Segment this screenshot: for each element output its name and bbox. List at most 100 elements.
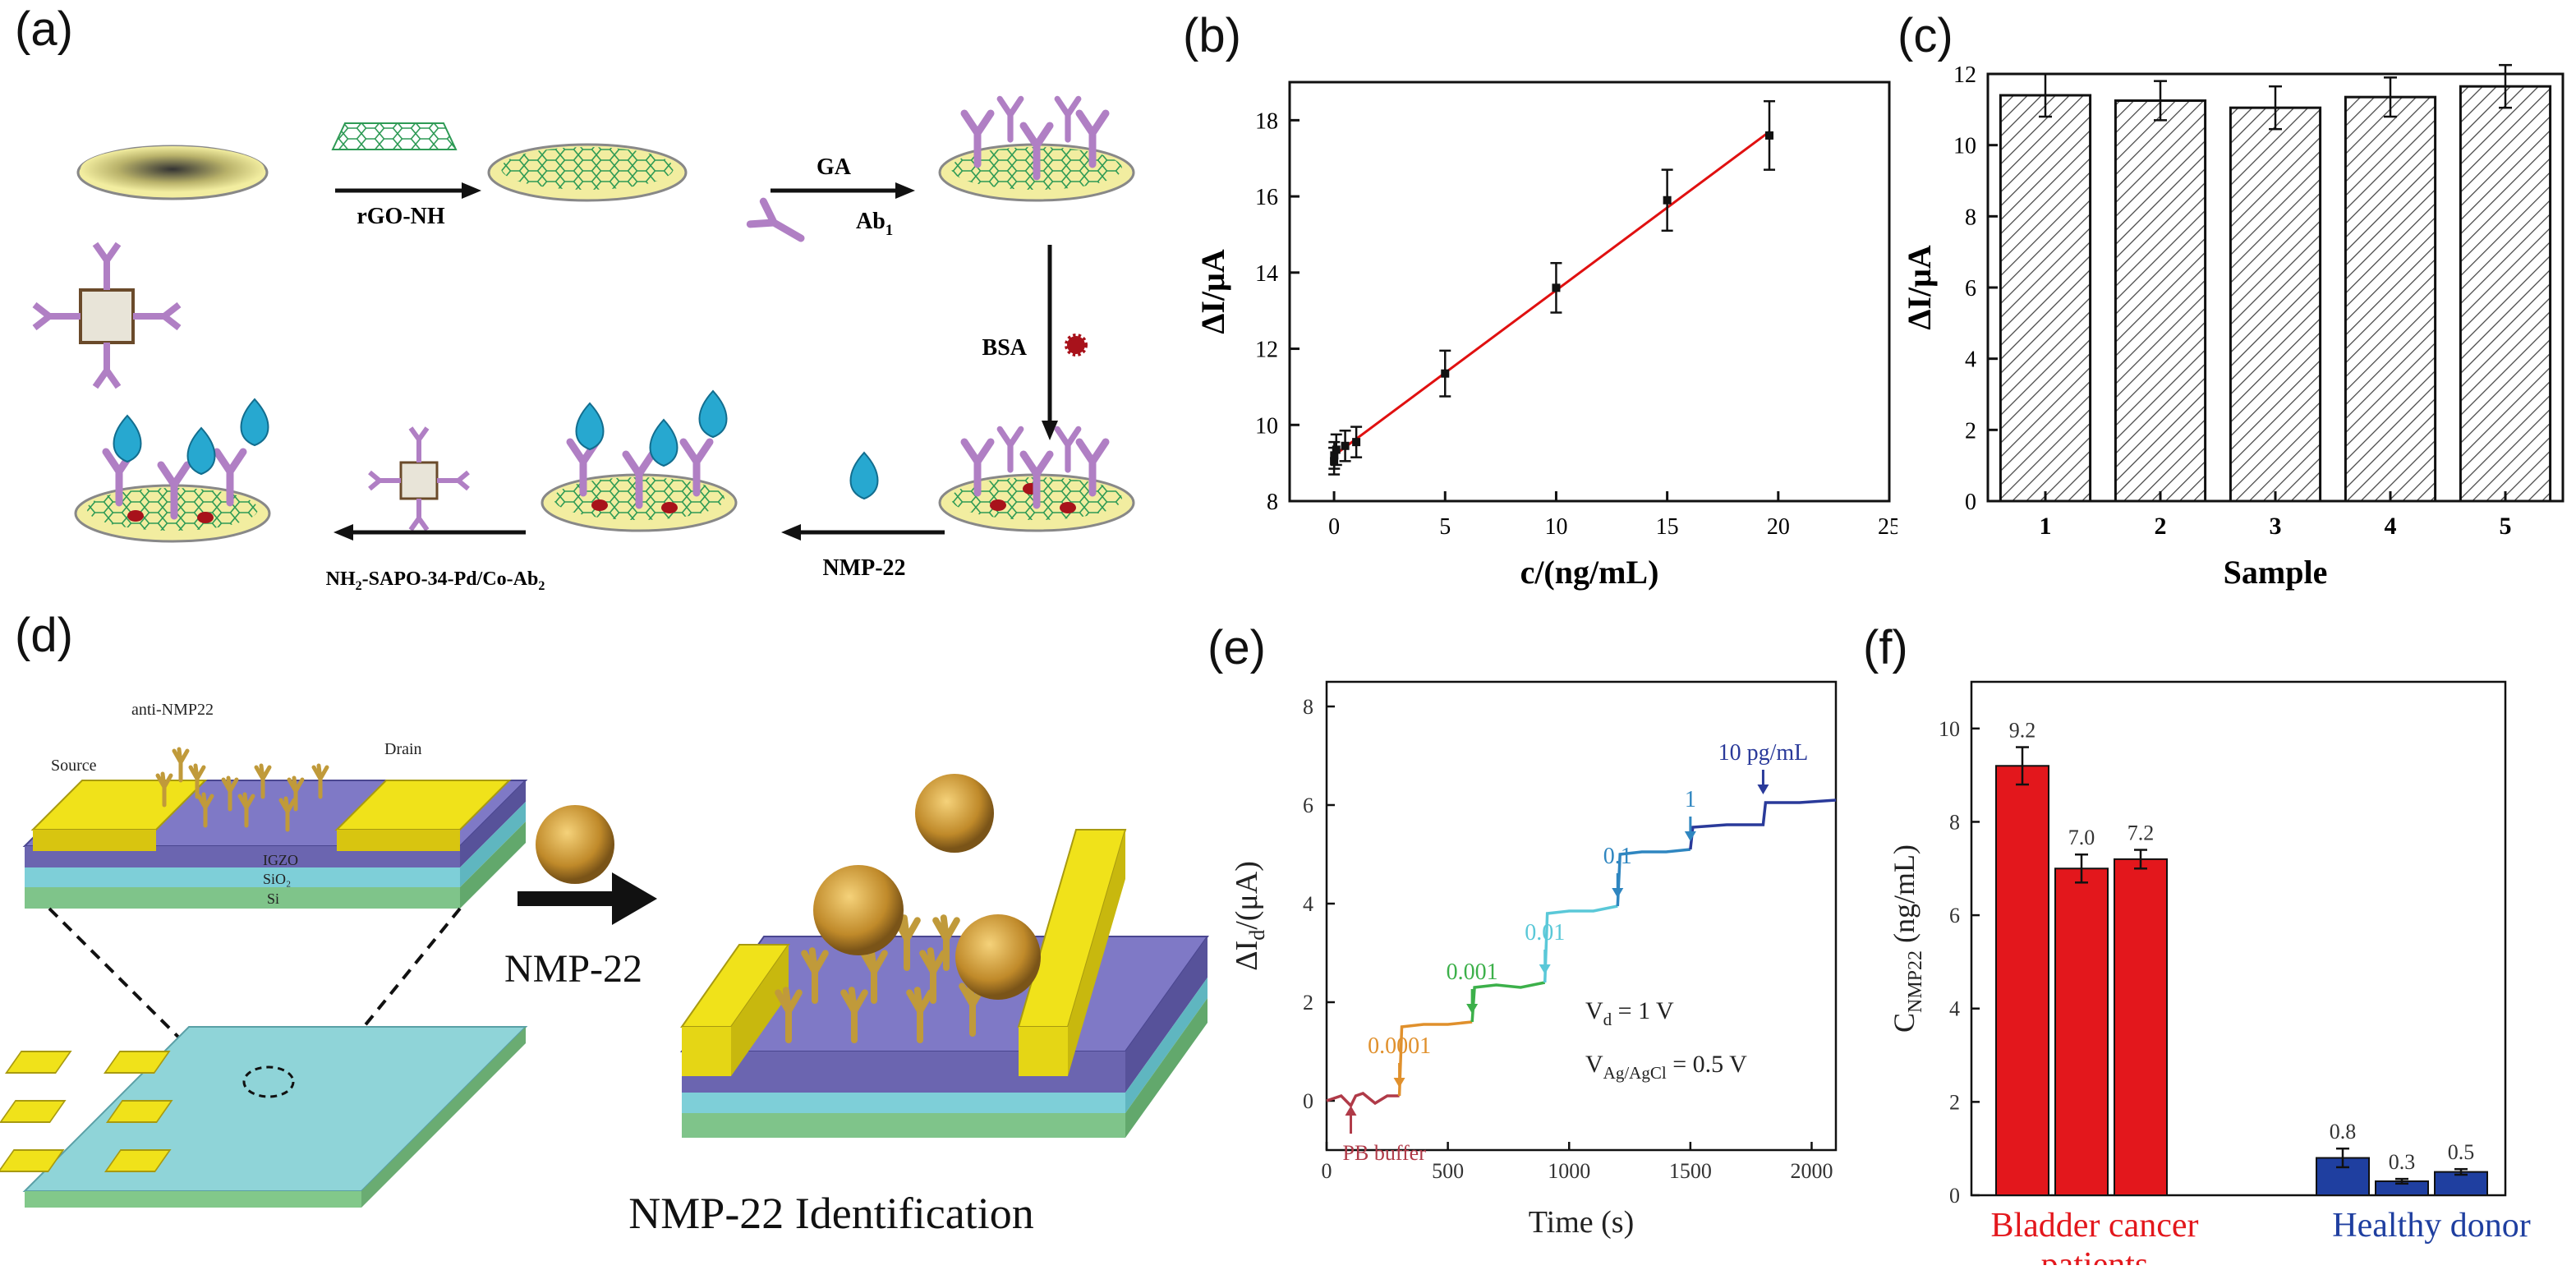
chart-c-ylabel: ΔI/μA (1901, 245, 1938, 329)
chart-b-xlabel: c/(ng/mL) (1520, 554, 1659, 591)
chart-e-arrow-label: 0.001 (1447, 959, 1498, 985)
chart-f-group-label: Healthy donor (2332, 1207, 2530, 1245)
panel-label-a: (a) (15, 2, 73, 56)
chart-b-ytick-label: 14 (1255, 261, 1278, 287)
chart-e-arrowhead (1539, 964, 1551, 974)
chart-c-ytick-label: 2 (1965, 418, 1976, 444)
label-nmp22-arrow: NMP-22 (504, 947, 642, 991)
chart-b-point (1332, 445, 1341, 454)
chart-f-ytick-label: 0 (1949, 1184, 1960, 1208)
chart-f-ytick-label: 10 (1939, 717, 1960, 741)
chart-e-series-line (1326, 1092, 1400, 1108)
chart-c-xtick-label: 3 (2270, 513, 2282, 540)
label-bsa: BSA (982, 335, 1028, 361)
chart-c-ytick-label: 6 (1965, 276, 1976, 301)
chart-e-annotation-vref: VAg/AgCl = 0.5 V (1585, 1051, 1747, 1083)
probe-nanocube-large (32, 242, 182, 389)
chart-f-group-label-2: patients (2041, 1246, 2149, 1265)
chart-e-xtick-label: 0 (1322, 1159, 1332, 1183)
chart-f-bar (2114, 858, 2168, 1196)
chart-b-xtick-label: 5 (1439, 514, 1451, 540)
label-sio2: SiO₂ (263, 871, 291, 887)
chart-e-xtick-label: 1500 (1669, 1159, 1712, 1183)
chart-c-xlabel: Sample (2224, 554, 2328, 591)
chart-f-ytick-label: 6 (1949, 904, 1960, 927)
chart-e-arrowhead (1345, 1106, 1357, 1116)
label-ga: GA (816, 154, 852, 180)
chart-b-point (1352, 438, 1361, 447)
chart-b-ytick-label: 12 (1255, 338, 1278, 363)
probe-nanocube (368, 426, 470, 531)
chart-b-point (1341, 441, 1350, 450)
chart-e-annotation-vd: Vd = 1 V (1585, 997, 1674, 1029)
chart-b-ytick-label: 16 (1255, 185, 1278, 210)
chart-f-ytick-label: 4 (1949, 997, 1960, 1021)
panel-label-b: (b) (1183, 9, 1241, 62)
chart-f-data-label: 0.8 (2330, 1120, 2357, 1143)
chart-b-point (1441, 369, 1450, 378)
label-anti-nmp22: anti-NMP22 (131, 701, 214, 719)
chart-b-ytick-label: 10 (1255, 413, 1278, 439)
chart-e-arrow-label: 10 pg/mL (1718, 740, 1809, 766)
chart-f-data-label: 0.3 (2389, 1150, 2416, 1174)
chart-b-xtick-label: 25 (1878, 514, 1898, 540)
rgo-sheet (331, 122, 458, 150)
chart-c-bar (2344, 95, 2437, 503)
chart-b-xtick-label: 10 (1544, 514, 1567, 540)
chart-e-ytick-label: 0 (1303, 1089, 1313, 1113)
chart-b-point (1330, 451, 1339, 460)
scheme-a: rGO-NH GA Ab1 BSA NMP-22 N (32, 0, 1135, 593)
scheme-d: anti-NMP22 Source Drain IGZO SiO₂ Si NMP… (0, 701, 1209, 1238)
chart-e-xtick-label: 500 (1432, 1159, 1464, 1183)
chart-e-series-line (1689, 798, 1837, 850)
chart-f-data-label: 9.2 (2009, 719, 2036, 743)
chart-e-arrow-label: PB buffer (1343, 1141, 1427, 1165)
chart-c-bar (2229, 106, 2322, 503)
chart-e-arrow-label: 0.01 (1525, 920, 1565, 946)
chart-e-frame (1325, 680, 1838, 1152)
label-nmp22: NMP-22 (822, 555, 905, 581)
chart-e-arrow-label: 0.0001 (1368, 1033, 1431, 1059)
chart-c-ytick-label: 12 (1953, 62, 1976, 88)
chart-e-arrowhead (1612, 888, 1624, 898)
chart-c-xtick-label: 2 (2155, 513, 2167, 540)
chart-b-point (1552, 283, 1561, 292)
panel-label-e: (e) (1208, 621, 1266, 674)
label-si: Si (267, 890, 279, 907)
label-source: Source (51, 757, 97, 775)
chart-f-bar (1995, 765, 2049, 1197)
chart-b-point (1663, 196, 1672, 205)
chart-e-series-line (1616, 848, 1691, 907)
label-igzo: IGZO (263, 852, 298, 868)
label-ab1: Ab1 (856, 209, 893, 239)
chart-f-data-label: 0.5 (2448, 1140, 2475, 1164)
chart-e-series-line (1470, 981, 1546, 1023)
chart-b-frame (1288, 81, 1891, 503)
label-rgo: rGO-NH (356, 204, 445, 229)
chart-f-data-label: 7.0 (2068, 826, 2095, 849)
chart-b-ylabel: ΔI/μA (1194, 249, 1231, 334)
label-identification: NMP-22 Identification (628, 1189, 1033, 1238)
chart-e-series-line (1397, 1020, 1473, 1097)
chart-e-arrowhead (1393, 1078, 1405, 1088)
chart-b-ytick-label: 8 (1267, 490, 1278, 515)
chart-b-xtick-label: 0 (1328, 514, 1340, 540)
chart-f-frame (1970, 680, 2507, 1197)
chart-e-ylabel: ΔId/(μA) (1230, 861, 1269, 971)
panel-label-c: (c) (1898, 9, 1953, 62)
chart-e-xtick-label: 2000 (1790, 1159, 1833, 1183)
chart-c-xtick-label: 1 (2040, 513, 2052, 540)
chart-c-ytick-label: 4 (1965, 347, 1976, 373)
chart-b-calibration: 0 5 10 15 20 25 8 10 12 14 16 18 c/(ng/mL) ΔI/μA (1194, 81, 1898, 591)
chart-e-arrowhead (1757, 785, 1769, 794)
chart-f-group-label: Bladder cancer (1990, 1207, 2198, 1245)
chart-c-xtick-label: 4 (2385, 513, 2397, 540)
chart-e-ytick-label: 2 (1303, 991, 1313, 1015)
chart-c-bar (1999, 94, 2092, 503)
chart-b-xtick-label: 15 (1656, 514, 1679, 540)
chart-b-fit-line (1333, 131, 1770, 457)
chart-e-timecurrent: 0 500 1000 1500 2000 0 2 4 6 8 PB buffer 0.0001 0.00… (1230, 680, 1838, 1240)
chart-c-ytick-label: 10 (1953, 134, 1976, 159)
chart-c-bar (2459, 85, 2552, 503)
